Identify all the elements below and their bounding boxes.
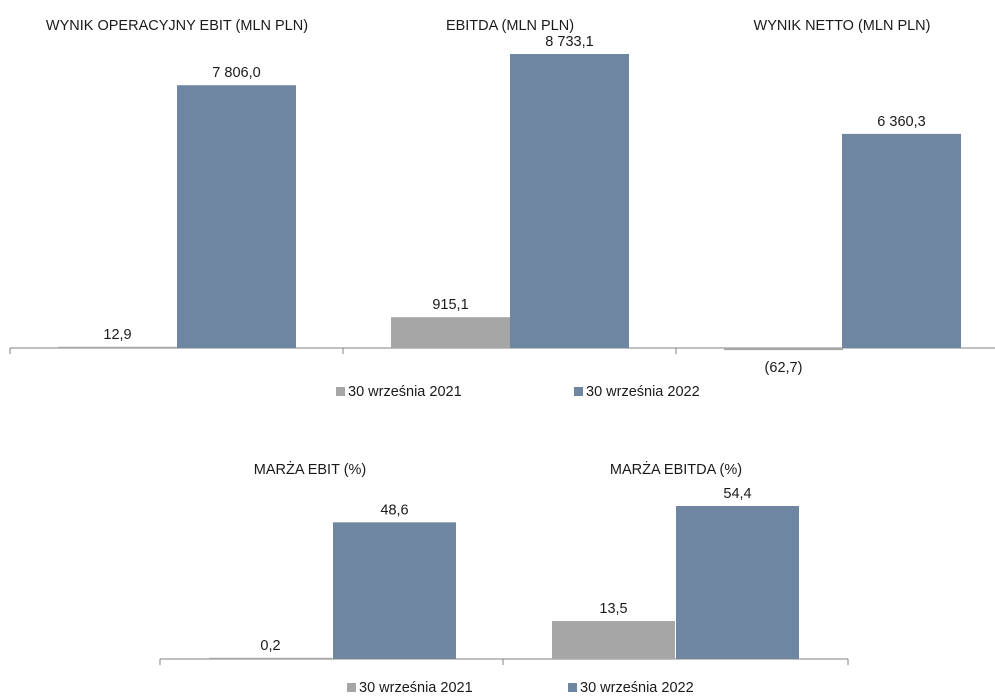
bar-netto-2021 xyxy=(724,348,843,351)
value-label-netto-2021: (62,7) xyxy=(765,360,803,376)
value-label-netto-2022: 6 360,3 xyxy=(877,114,925,130)
value-label-ebitda-2021: 915,1 xyxy=(432,297,468,313)
legend-label-2021: 30 września 2021 xyxy=(348,384,462,400)
bar-marza-ebit-2021 xyxy=(209,657,332,659)
bar-marza-ebitda-2021 xyxy=(552,621,675,659)
value-label-marza-ebitda-2021: 13,5 xyxy=(599,601,627,617)
value-label-marza-ebitda-2022: 54,4 xyxy=(723,486,751,502)
value-label-ebitda-2022: 8 733,1 xyxy=(545,34,593,50)
bar-ebitda-2022 xyxy=(510,54,629,348)
legend-label-2022-bottom: 30 września 2022 xyxy=(580,680,694,696)
chart-title-ebitda: EBITDA (MLN PLN) xyxy=(446,18,574,34)
legend-swatch-2021-bottom xyxy=(347,683,356,692)
chart-title-netto: WYNIK NETTO (MLN PLN) xyxy=(754,18,931,34)
bar-ebitda-2021 xyxy=(391,317,510,348)
value-label-ebit-2022: 7 806,0 xyxy=(212,65,260,81)
chart-title-ebit: WYNIK OPERACYJNY EBIT (MLN PLN) xyxy=(46,18,308,34)
value-label-marza-ebit-2022: 48,6 xyxy=(380,502,408,518)
legend-label-2021-bottom: 30 września 2021 xyxy=(359,680,473,696)
legend-swatch-2022-bottom xyxy=(568,683,577,692)
bar-ebit-2021 xyxy=(58,346,177,348)
chart-title-marza-ebit: MARŻA EBIT (%) xyxy=(254,460,367,478)
value-label-ebit-2021: 12,9 xyxy=(103,327,131,343)
bars-group: 12,9 7 806,0 915,1 8 733,1 (62,7) 6 360,3 0,2 4… xyxy=(58,34,961,659)
bar-netto-2022 xyxy=(842,133,961,348)
legend-label-2022: 30 września 2022 xyxy=(586,384,700,400)
value-label-marza-ebit-2021: 0,2 xyxy=(260,638,280,654)
chart-title-marza-ebitda: MARŻA EBITDA (%) xyxy=(610,460,742,478)
bar-marza-ebit-2022 xyxy=(333,522,456,659)
legend-swatch-2022 xyxy=(574,387,583,396)
legend-swatch-2021 xyxy=(336,387,345,396)
bar-ebit-2022 xyxy=(177,85,296,348)
bar-marza-ebitda-2022 xyxy=(676,506,799,659)
